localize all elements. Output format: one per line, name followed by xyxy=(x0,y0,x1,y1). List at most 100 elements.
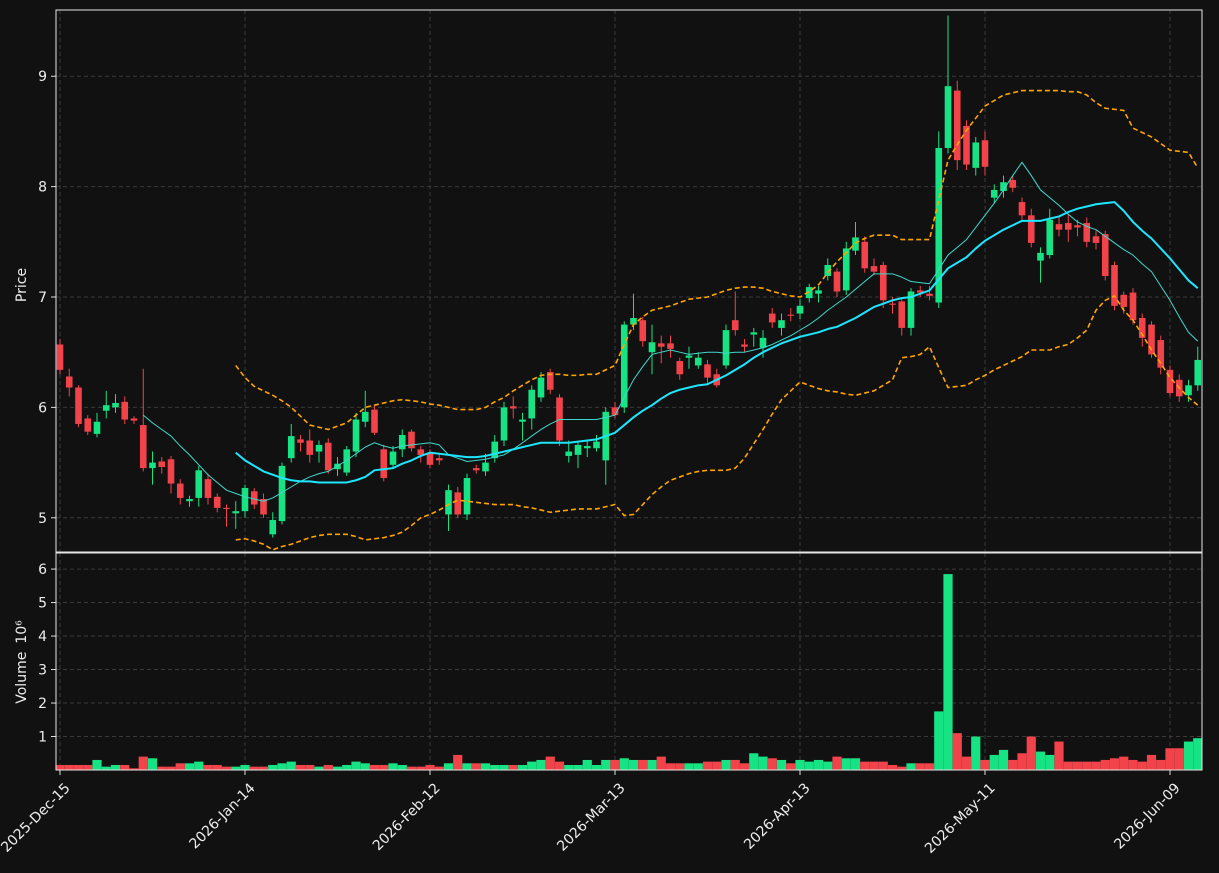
volume-bar xyxy=(1072,761,1083,770)
volume-bar xyxy=(1137,761,1147,770)
volume-bar xyxy=(1045,754,1055,770)
candle-body xyxy=(1129,292,1137,321)
candle-body xyxy=(389,451,397,465)
volume-bar xyxy=(323,764,333,770)
candle-body xyxy=(750,332,758,335)
candle-body xyxy=(583,446,591,449)
volume-bar xyxy=(379,764,389,770)
candle-body xyxy=(352,419,360,452)
candle-body xyxy=(1111,264,1118,306)
volume-bar xyxy=(1091,761,1101,770)
volume-bar xyxy=(1035,751,1046,770)
volume-bar xyxy=(416,766,426,770)
volume-bar xyxy=(1156,759,1166,770)
candle-body xyxy=(1027,215,1035,243)
volume-bar xyxy=(406,766,417,770)
candle-body xyxy=(1009,179,1017,188)
volume-bar xyxy=(499,764,509,770)
candle-body xyxy=(445,490,452,515)
volume-bar xyxy=(906,763,916,770)
volume-bar xyxy=(101,766,111,770)
candle-body xyxy=(361,411,369,422)
volume-bar xyxy=(110,764,121,770)
candle-body xyxy=(1166,369,1174,394)
volume-bar xyxy=(517,764,528,770)
volume-bar xyxy=(897,766,907,770)
volume-bar xyxy=(258,766,269,770)
volume-bar xyxy=(795,759,805,770)
volume-bar xyxy=(582,759,592,770)
volume-bar xyxy=(92,759,102,770)
indicator-line xyxy=(235,201,1199,484)
volume-bar xyxy=(1100,759,1110,770)
candle-body xyxy=(1148,324,1155,355)
volume-bar xyxy=(684,763,694,770)
volume-bar xyxy=(758,756,768,770)
volume-bar xyxy=(184,763,195,770)
candle-body xyxy=(121,401,129,420)
candle-body xyxy=(324,442,332,471)
volume-bar xyxy=(55,764,65,770)
volume-bar xyxy=(971,736,981,770)
volume-bar xyxy=(388,763,398,770)
volume-bar xyxy=(295,764,306,770)
candle-body xyxy=(1018,202,1026,216)
candle-body xyxy=(417,449,425,455)
candle-body xyxy=(731,320,739,331)
y-tick-label: 2 xyxy=(38,696,47,712)
candle-body xyxy=(926,293,933,296)
candle-body xyxy=(639,320,647,342)
candle-body xyxy=(1185,385,1192,396)
candle-body xyxy=(260,499,267,515)
volume-bar xyxy=(1193,738,1203,770)
candle-body xyxy=(1157,340,1165,368)
volume-bar xyxy=(841,758,851,770)
volume-bar xyxy=(601,759,611,770)
volume-bar xyxy=(1082,761,1092,770)
candle-body xyxy=(1046,219,1054,256)
volume-bar xyxy=(64,764,74,770)
volume-bar xyxy=(490,764,500,770)
volume-bar xyxy=(314,766,324,770)
volume-bar xyxy=(240,764,250,770)
candle-body xyxy=(482,462,489,472)
candle-body xyxy=(75,387,82,424)
volume-bar xyxy=(786,763,796,770)
volume-bar xyxy=(739,763,750,770)
candle-body xyxy=(509,406,517,409)
indicator-line xyxy=(142,161,1199,502)
volume-bar xyxy=(221,766,232,770)
volume-bar xyxy=(305,764,315,770)
volume-axis-title: Volume 10⁶ xyxy=(14,620,30,704)
volume-bar xyxy=(628,759,639,770)
volume-bar xyxy=(1109,758,1120,770)
candle-body xyxy=(250,491,258,505)
volume-bar xyxy=(721,759,731,770)
candle-body xyxy=(500,407,508,441)
volume-bar xyxy=(1174,748,1184,770)
y-axis-title: Price xyxy=(14,268,30,302)
y-tick-label: 9 xyxy=(38,69,47,85)
candle-body xyxy=(981,140,989,167)
candle-body xyxy=(195,470,203,498)
candle-body xyxy=(56,344,64,370)
volume-bar xyxy=(767,758,777,770)
candle-body xyxy=(768,313,776,323)
candle-body xyxy=(593,441,600,449)
volume-bar xyxy=(1128,759,1138,770)
candle-body xyxy=(167,459,175,484)
candle-body xyxy=(879,264,887,301)
volume-bar xyxy=(147,758,158,770)
y-tick-label: 4 xyxy=(38,629,47,645)
volume-bar xyxy=(860,761,870,770)
candle-body xyxy=(223,507,230,509)
volume-bar xyxy=(1146,754,1157,770)
candle-body xyxy=(704,364,711,378)
candle-body xyxy=(139,425,147,469)
candle-body xyxy=(1000,182,1007,192)
volume-bar xyxy=(675,763,685,770)
candle-body xyxy=(241,487,249,512)
candle-body xyxy=(315,444,323,452)
candle-body xyxy=(1064,223,1072,230)
